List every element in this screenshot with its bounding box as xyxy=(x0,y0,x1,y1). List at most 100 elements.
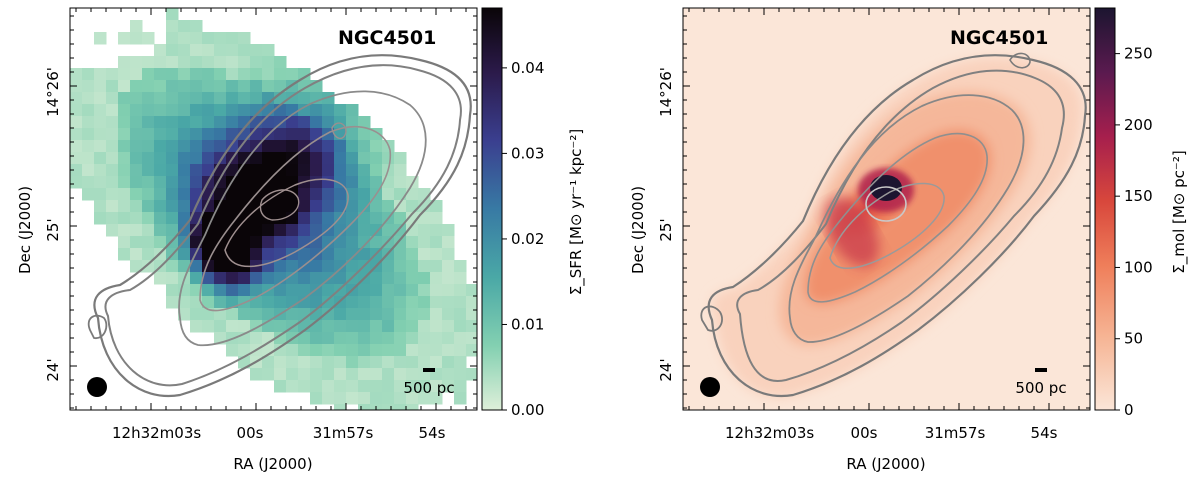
sfr-pixel xyxy=(394,236,407,249)
sfr-pixel xyxy=(154,68,167,81)
sfr-pixel xyxy=(274,56,287,69)
sfr-pixel xyxy=(130,80,143,93)
sfr-pixel xyxy=(226,188,239,201)
sfr-pixel xyxy=(202,140,215,153)
sfr-pixel xyxy=(310,296,323,309)
sfr-pixel xyxy=(226,236,239,249)
sfr-pixel xyxy=(370,140,383,153)
sfr-pixel xyxy=(322,284,335,297)
sfr-pixel xyxy=(250,212,263,225)
sfr-pixel xyxy=(202,248,215,261)
sfr-pixel xyxy=(70,152,83,165)
sfr-pixel xyxy=(142,80,155,93)
sfr-pixel xyxy=(286,164,299,177)
sfr-pixel xyxy=(418,308,431,321)
sfr-pixel xyxy=(190,20,203,33)
sfr-pixel xyxy=(118,152,131,165)
sfr-pixel xyxy=(322,212,335,225)
sfr-pixel xyxy=(370,332,383,345)
sfr-pixel xyxy=(118,224,131,237)
sfr-pixel xyxy=(202,236,215,249)
sfr-pixel xyxy=(130,212,143,225)
sfr-pixel xyxy=(418,224,431,237)
sfr-pixel xyxy=(346,344,359,357)
sfr-pixel xyxy=(178,68,191,81)
sfr-pixel xyxy=(322,200,335,213)
sfr-pixel xyxy=(310,236,323,249)
sfr-pixel xyxy=(238,68,251,81)
sfr-pixel xyxy=(106,80,119,93)
sfr-ra-tick-label: 00s xyxy=(237,424,264,442)
sfr-pixel xyxy=(286,92,299,105)
sfr-pixel xyxy=(130,104,143,117)
sfr-pixel xyxy=(370,344,383,357)
sfr-pixel xyxy=(430,320,443,333)
sfr-pixel xyxy=(310,164,323,177)
sfr-pixel xyxy=(166,92,179,105)
sfr-pixel xyxy=(370,200,383,213)
sfr-pixel xyxy=(130,140,143,153)
sfr-contour-blob xyxy=(87,314,108,339)
sfr-pixel xyxy=(94,152,107,165)
sfr-pixel xyxy=(394,404,407,410)
sfr-pixel xyxy=(178,56,191,69)
sfr-pixel xyxy=(382,344,395,357)
sfr-pixel xyxy=(154,116,167,129)
sfr-contour-core xyxy=(259,189,300,221)
sfr-pixel xyxy=(70,176,83,189)
sfr-pixel xyxy=(178,200,191,213)
sfr-pixel xyxy=(322,308,335,321)
sfr-pixel xyxy=(154,176,167,189)
sfr-pixel xyxy=(442,284,455,297)
sfr-pixel xyxy=(226,164,239,177)
sfr-pixel xyxy=(262,164,275,177)
sfr-pixel xyxy=(274,140,287,153)
sfr-pixel xyxy=(166,176,179,189)
sfr-pixel xyxy=(442,272,455,285)
sfr-pixel xyxy=(178,104,191,117)
sfr-pixel xyxy=(142,152,155,165)
sfr-pixel xyxy=(358,212,371,225)
sfr-pixel xyxy=(142,140,155,153)
sfr-pixel xyxy=(454,284,467,297)
sfr-pixel xyxy=(154,128,167,141)
sfr-pixel xyxy=(82,92,95,105)
sfr-pixel xyxy=(226,80,239,93)
sfr-pixel xyxy=(274,164,287,177)
mol-contour-5 xyxy=(829,182,945,270)
sfr-pixel xyxy=(274,200,287,213)
sfr-pixel xyxy=(442,224,455,237)
sfr-pixel xyxy=(226,212,239,225)
sfr-pixel xyxy=(214,320,227,333)
sfr-pixel xyxy=(358,404,371,410)
mol-contour-knot xyxy=(1009,52,1031,69)
sfr-pixel xyxy=(70,92,83,105)
sfr-pixel xyxy=(394,224,407,237)
sfr-pixel xyxy=(406,332,419,345)
mol-y-axis-label: Dec (J2000) xyxy=(629,186,647,274)
sfr-pixel xyxy=(394,176,407,189)
sfr-pixel xyxy=(394,392,407,405)
sfr-pixel xyxy=(394,368,407,381)
sfr-pixel xyxy=(202,284,215,297)
mol-colorbar-tick-label: 100 xyxy=(1124,258,1153,276)
sfr-pixel xyxy=(166,116,179,129)
sfr-pixel xyxy=(454,320,467,333)
sfr-pixel xyxy=(394,212,407,225)
sfr-pixel xyxy=(346,188,359,201)
sfr-pixel xyxy=(334,188,347,201)
sfr-pixel xyxy=(166,104,179,117)
sfr-pixel xyxy=(298,332,311,345)
sfr-pixel xyxy=(418,248,431,261)
sfr-pixel xyxy=(262,236,275,249)
sfr-pixel xyxy=(214,260,227,273)
sfr-pixel xyxy=(190,164,203,177)
sfr-contour-2 xyxy=(104,64,462,387)
sfr-pixel xyxy=(310,344,323,357)
sfr-pixel xyxy=(178,80,191,93)
sfr-pixel xyxy=(394,272,407,285)
sfr-pixel xyxy=(190,320,203,333)
sfr-pixel xyxy=(334,152,347,165)
sfr-pixel xyxy=(250,176,263,189)
